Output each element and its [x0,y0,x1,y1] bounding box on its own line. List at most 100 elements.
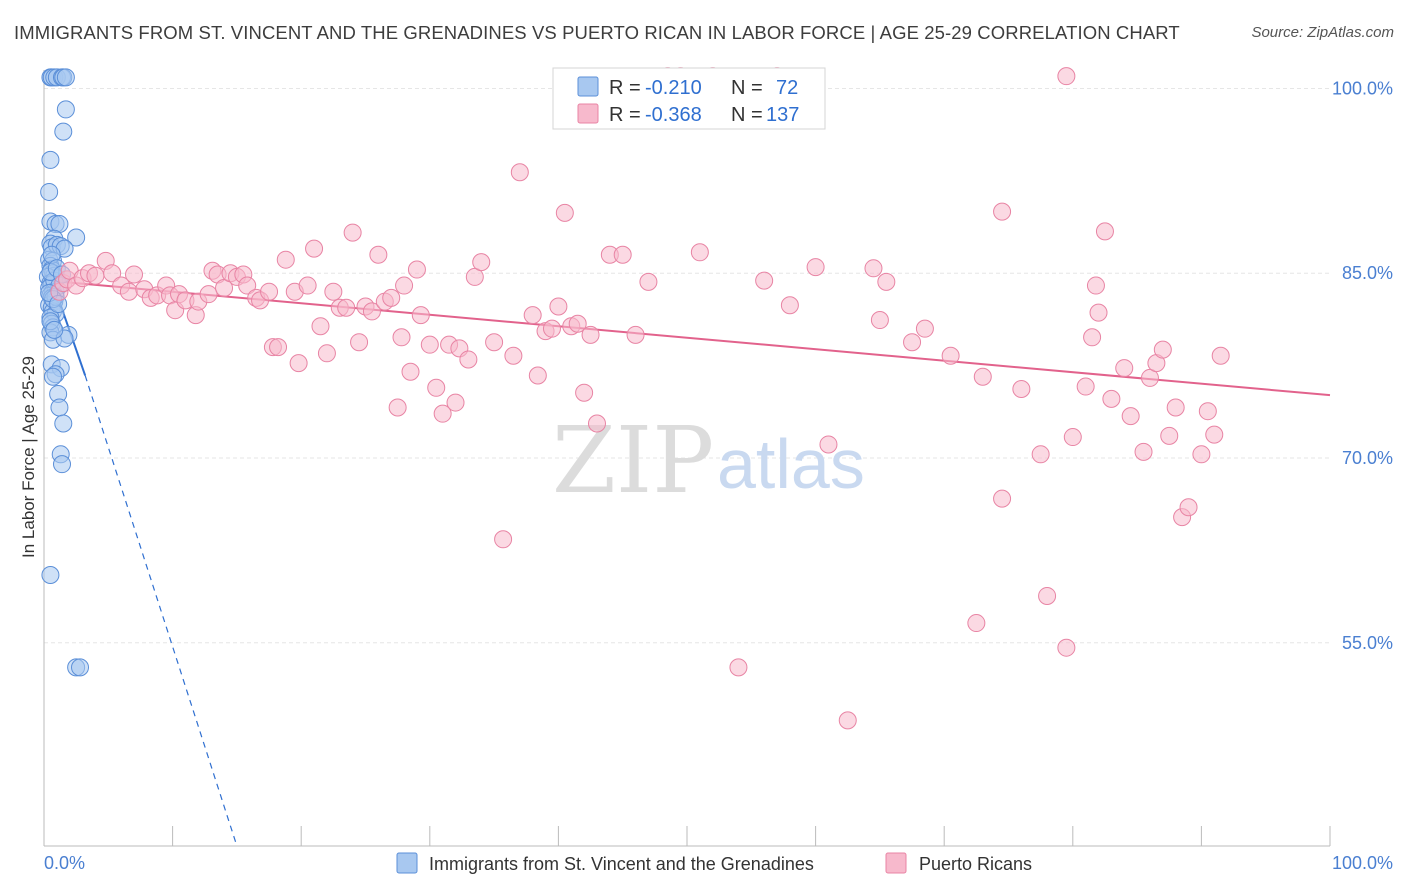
chart-title: IMMIGRANTS FROM ST. VINCENT AND THE GREN… [14,22,1180,43]
data-point-pink [411,306,430,325]
data-point-pink [903,333,922,352]
data-point-pink [613,245,632,264]
y-tick-label: 100.0% [1332,78,1393,98]
watermark-atlas: atlas [717,425,865,503]
data-point-blue [50,398,69,417]
data-point-pink [86,266,105,285]
data-point-pink [1102,389,1121,408]
data-point-pink [864,259,883,278]
data-point-blue [54,122,73,141]
data-point-pink [459,350,478,369]
data-point-pink [388,398,407,417]
data-point-pink [1031,445,1050,464]
data-point-blue [41,566,60,585]
data-point-pink [542,319,561,338]
data-point-pink [555,203,574,222]
data-point-pink [395,276,414,295]
data-point-pink [1012,380,1031,399]
data-point-blue [41,150,60,169]
data-point-pink [870,311,889,330]
data-point-pink [1153,340,1172,359]
data-point-pink [626,325,645,344]
legend-blue-label: Immigrants from St. Vincent and the Gren… [429,854,814,874]
data-point-pink [1095,222,1114,241]
stats-pink-r-value: -0.368 [645,104,702,126]
data-point-pink [238,276,257,295]
data-point-pink [289,354,308,373]
data-point-blue [67,228,86,247]
y-tick-label: 70.0% [1342,448,1393,468]
data-point-pink [343,223,362,242]
y-tick-labels: 55.0% 70.0% 85.0% 100.0% [1332,78,1393,652]
stats-blue-n-label: N = [731,77,763,99]
data-point-pink [260,282,279,301]
data-point-pink [485,333,504,352]
data-point-blue [54,414,73,433]
data-point-pink [472,253,491,272]
data-point-blue [40,182,59,201]
data-point-pink [1057,638,1076,657]
data-point-pink [298,276,317,295]
data-point-pink [729,658,748,677]
data-point-pink [382,288,401,307]
stats-blue-r-label: R = [609,77,641,99]
y-tick-label: 55.0% [1342,633,1393,653]
data-point-pink [941,346,960,365]
data-point-pink [369,245,388,264]
stats-pink-r-label: R = [609,104,641,126]
data-point-pink [1192,445,1211,464]
data-point-pink [993,202,1012,221]
data-point-pink [1121,407,1140,426]
data-point-pink [337,298,356,317]
data-point-pink [528,366,547,385]
data-point-pink [819,435,838,454]
stats-blue-r-value: -0.210 [645,77,702,99]
trend-lines [46,267,1331,847]
trend-line-blue [84,375,238,847]
data-point-pink [1083,328,1102,347]
series-blue-points [38,68,90,677]
data-point-pink [1057,67,1076,86]
data-point-pink [103,264,122,283]
data-point-pink [119,282,138,301]
trend-line-pink [47,279,1331,397]
x-tick-label: 0.0% [44,853,85,873]
data-point-pink [568,314,587,333]
data-point-pink [427,378,446,397]
axes [43,70,1331,847]
data-point-pink [1179,498,1198,517]
data-point-pink [1086,276,1105,295]
data-point-pink [350,333,369,352]
data-point-pink [1038,586,1057,605]
data-point-pink [269,338,288,357]
data-point-pink [1198,402,1217,421]
y-tick-label: 85.0% [1342,263,1393,283]
data-point-pink [967,614,986,633]
x-tick-label: 100.0% [1332,853,1393,873]
data-point-pink [1160,426,1179,445]
data-point-pink [125,265,144,284]
stats-blue-n-value: 72 [776,77,798,99]
data-point-pink [446,393,465,412]
data-point-pink [317,344,336,363]
grid-lines [44,87,1330,644]
data-point-pink [494,530,513,549]
data-point-pink [690,243,709,262]
data-point-pink [362,302,381,321]
stats-blue-swatch [577,76,599,97]
series-pink-points [50,67,1230,730]
data-point-pink [806,258,825,277]
data-point-pink [639,272,658,291]
data-point-pink [549,297,568,316]
data-point-pink [420,335,439,354]
data-point-pink [407,260,426,279]
data-point-pink [504,346,523,365]
watermark-zip: ZIP [552,407,714,514]
data-point-pink [1211,346,1230,365]
watermark: ZIP atlas [552,407,865,514]
data-point-pink [305,239,324,258]
data-point-pink [755,271,774,290]
data-point-pink [401,362,420,381]
data-point-pink [915,319,934,338]
